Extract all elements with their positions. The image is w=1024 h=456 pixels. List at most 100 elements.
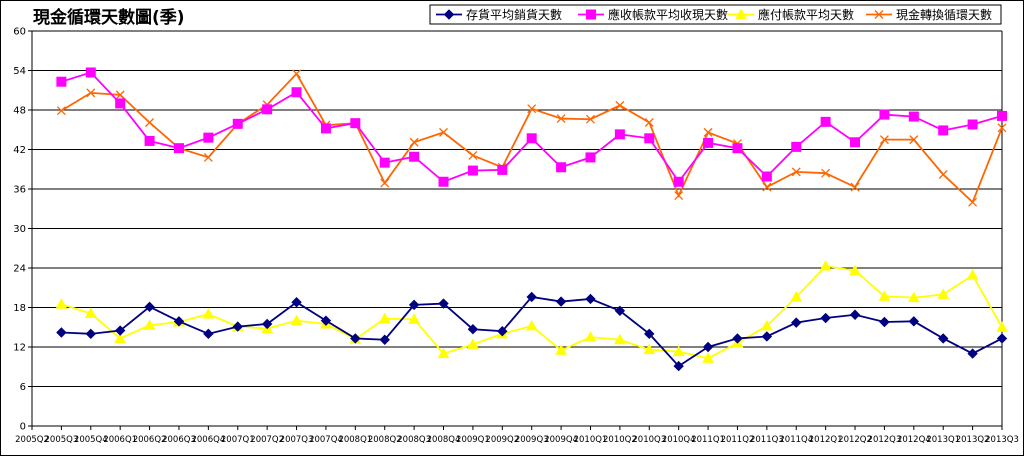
data-point	[643, 343, 656, 355]
data-point	[85, 328, 96, 340]
data-point	[907, 291, 920, 303]
data-point	[996, 333, 1008, 344]
x-marker-stroke	[938, 170, 948, 179]
data-point	[408, 299, 420, 311]
legend-swatch-marker	[586, 9, 596, 20]
data-point	[967, 348, 978, 359]
x-marker-stroke	[874, 10, 884, 19]
data-point	[409, 137, 419, 147]
y-tick-label: 0	[20, 422, 26, 433]
data-point	[791, 317, 802, 328]
data-point	[144, 135, 155, 146]
x-marker-stroke	[86, 88, 96, 98]
x-tick-label: 2009Q2	[485, 435, 519, 445]
data-point	[497, 164, 508, 175]
data-point	[203, 328, 214, 340]
x-tick-label: 2010Q4	[662, 435, 696, 445]
data-point	[86, 88, 96, 98]
x-marker-stroke	[56, 106, 66, 116]
data-point	[820, 312, 831, 324]
x-tick-label: 2008Q3	[397, 435, 431, 445]
data-point	[203, 132, 214, 143]
x-marker-stroke	[586, 114, 595, 124]
data-point	[703, 127, 713, 137]
data-point	[761, 171, 772, 182]
data-point	[350, 333, 361, 344]
data-point	[467, 324, 479, 335]
x-marker-stroke	[850, 182, 860, 192]
y-tick-label: 36	[13, 185, 26, 196]
data-point	[556, 162, 567, 173]
data-point	[849, 264, 861, 276]
data-point	[674, 191, 684, 201]
data-point	[467, 338, 479, 349]
data-point	[56, 327, 67, 338]
x-marker-stroke	[997, 123, 1007, 133]
data-point	[468, 150, 478, 160]
x-marker-stroke	[556, 114, 566, 124]
data-point	[908, 111, 919, 122]
x-marker-stroke	[527, 104, 537, 114]
data-point	[555, 344, 567, 355]
data-point	[761, 331, 773, 342]
legend-label: 存貨平均銷貨天數	[466, 7, 562, 22]
data-point	[879, 109, 890, 120]
data-point	[879, 135, 889, 145]
data-point	[56, 106, 66, 116]
y-tick-label: 42	[13, 145, 26, 156]
x-marker-stroke	[615, 100, 625, 110]
data-point	[702, 352, 714, 363]
x-tick-label: 2011Q2	[721, 435, 755, 445]
data-point	[527, 104, 537, 114]
data-point	[968, 197, 978, 207]
data-point	[909, 135, 919, 145]
x-tick-label: 2009Q3	[515, 435, 549, 445]
data-point	[173, 316, 185, 327]
data-point	[672, 345, 685, 357]
data-point	[232, 118, 243, 129]
data-point	[526, 133, 537, 144]
data-point	[584, 331, 597, 342]
data-point	[379, 334, 390, 345]
data-point	[644, 133, 655, 144]
x-tick-label: 2012Q3	[868, 435, 902, 445]
legend: 存貨平均銷貨天數 應收帳款平均收現天數 應付帳款平均天數 現金轉換循環天數	[429, 4, 1002, 25]
y-tick-label: 12	[13, 343, 26, 354]
x-marker-stroke	[703, 127, 713, 137]
data-point	[732, 333, 743, 344]
y-tick-label: 24	[13, 264, 26, 275]
x-tick-label: 2010Q3	[632, 435, 666, 445]
data-point	[879, 316, 890, 328]
data-point	[497, 325, 508, 337]
data-point	[850, 137, 861, 148]
x-tick-label: 2008Q2	[368, 435, 402, 445]
series-2	[55, 259, 1008, 363]
x-tick-label: 2013Q1	[926, 435, 960, 445]
data-point	[614, 305, 626, 316]
x-tick-label: 2010Q2	[603, 435, 637, 445]
data-point	[262, 104, 273, 115]
x-tick-label: 2013Q3	[985, 435, 1019, 445]
x-marker-stroke	[468, 150, 478, 160]
data-point	[525, 319, 538, 331]
data-point	[762, 182, 772, 192]
data-point	[114, 325, 126, 336]
data-point	[350, 118, 361, 129]
data-point	[790, 290, 803, 302]
data-point	[614, 333, 626, 345]
x-tick-label: 2009Q1	[456, 435, 490, 445]
data-point	[760, 319, 773, 331]
data-point	[908, 316, 920, 327]
x-marker-stroke	[791, 167, 801, 177]
x-marker-stroke	[115, 90, 125, 100]
data-point	[379, 157, 390, 168]
data-point	[261, 318, 273, 330]
x-marker-stroke	[762, 182, 772, 192]
data-point	[937, 288, 950, 299]
data-point	[849, 309, 861, 320]
legend-swatch-marker	[443, 9, 455, 20]
x-tick-label: 2012Q2	[838, 435, 872, 445]
data-point	[115, 98, 126, 109]
x-tick-label: 2013Q2	[956, 435, 990, 445]
